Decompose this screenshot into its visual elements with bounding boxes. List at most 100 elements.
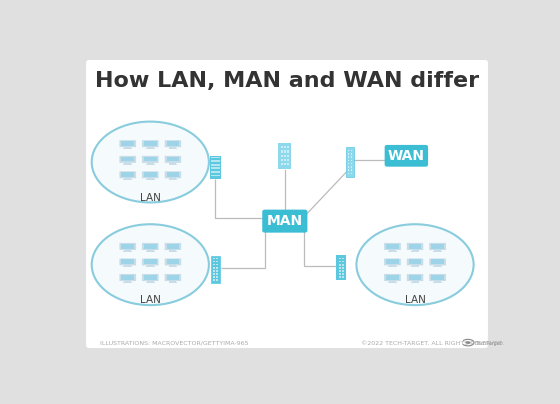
FancyBboxPatch shape	[262, 210, 307, 233]
Bar	[337, 255, 346, 280]
FancyBboxPatch shape	[164, 171, 181, 179]
Bar	[287, 159, 289, 161]
Bar	[144, 141, 157, 146]
FancyBboxPatch shape	[384, 258, 401, 266]
FancyBboxPatch shape	[164, 258, 181, 266]
Bar	[216, 276, 218, 278]
Bar	[348, 173, 349, 174]
FancyBboxPatch shape	[119, 156, 137, 163]
Bar	[211, 175, 220, 176]
Bar	[169, 249, 176, 251]
Bar	[386, 275, 399, 280]
Text: MAN: MAN	[267, 214, 303, 228]
FancyBboxPatch shape	[164, 140, 181, 147]
Bar	[123, 148, 132, 149]
FancyBboxPatch shape	[164, 274, 181, 282]
Bar	[144, 244, 157, 248]
Bar	[342, 258, 344, 259]
Bar	[351, 160, 352, 161]
FancyBboxPatch shape	[142, 242, 159, 250]
Bar	[213, 270, 215, 271]
Bar	[287, 146, 289, 148]
Bar	[147, 249, 154, 251]
Bar	[123, 251, 132, 252]
FancyBboxPatch shape	[384, 274, 401, 282]
Bar	[412, 280, 418, 282]
Bar	[167, 141, 179, 146]
Bar	[339, 270, 340, 272]
Bar	[431, 259, 444, 264]
Bar	[216, 279, 218, 281]
Bar	[169, 162, 176, 164]
Ellipse shape	[92, 224, 209, 305]
FancyBboxPatch shape	[142, 274, 159, 282]
Bar	[146, 179, 155, 180]
FancyBboxPatch shape	[119, 140, 137, 147]
Bar	[147, 280, 154, 282]
Bar	[412, 265, 418, 267]
Ellipse shape	[92, 122, 209, 202]
Bar	[348, 150, 349, 151]
Bar	[434, 280, 441, 282]
Bar	[213, 261, 215, 263]
Bar	[124, 280, 131, 282]
Bar	[146, 282, 155, 283]
Bar	[122, 141, 134, 146]
FancyBboxPatch shape	[164, 242, 181, 250]
Bar	[348, 163, 349, 164]
Bar	[433, 282, 442, 283]
Bar	[348, 153, 349, 155]
Bar	[124, 265, 131, 267]
Bar	[147, 147, 154, 149]
Bar	[389, 280, 396, 282]
Bar	[216, 267, 218, 269]
Bar	[146, 148, 155, 149]
Bar	[167, 157, 179, 162]
Bar	[351, 163, 352, 164]
Bar	[431, 275, 444, 280]
Bar	[351, 153, 352, 155]
Bar	[169, 178, 176, 180]
Bar	[339, 273, 340, 275]
Bar	[281, 159, 283, 161]
Bar	[351, 170, 352, 171]
Bar	[342, 273, 344, 275]
Bar	[122, 244, 134, 248]
Bar	[351, 166, 352, 168]
Bar	[167, 275, 179, 280]
Bar	[216, 261, 218, 263]
Bar	[342, 264, 344, 265]
FancyBboxPatch shape	[119, 171, 137, 179]
Bar	[346, 147, 354, 177]
Bar	[409, 275, 421, 280]
Text: How LAN, MAN and WAN differ: How LAN, MAN and WAN differ	[95, 71, 479, 91]
Bar	[348, 156, 349, 158]
Bar	[388, 282, 396, 283]
Bar	[284, 163, 286, 166]
Bar	[281, 163, 283, 166]
Text: ILLUSTRATIONS: MACROVECTOR/GETTYIMA-965: ILLUSTRATIONS: MACROVECTOR/GETTYIMA-965	[100, 341, 249, 346]
Bar	[213, 258, 215, 259]
Bar	[213, 264, 215, 265]
Bar	[144, 275, 157, 280]
Bar	[144, 172, 157, 177]
Bar	[431, 244, 444, 248]
Ellipse shape	[357, 224, 474, 305]
Bar	[434, 249, 441, 251]
Bar	[409, 244, 421, 248]
Bar	[287, 155, 289, 157]
FancyBboxPatch shape	[119, 258, 137, 266]
Bar	[410, 251, 419, 252]
Bar	[287, 150, 289, 153]
Bar	[284, 146, 286, 148]
FancyBboxPatch shape	[429, 258, 446, 266]
Bar	[211, 171, 220, 173]
Bar	[213, 267, 215, 269]
Bar	[348, 166, 349, 168]
Bar	[434, 265, 441, 267]
Bar	[124, 147, 131, 149]
Bar	[213, 273, 215, 275]
Bar	[278, 143, 291, 168]
Bar	[169, 147, 176, 149]
Bar	[124, 249, 131, 251]
